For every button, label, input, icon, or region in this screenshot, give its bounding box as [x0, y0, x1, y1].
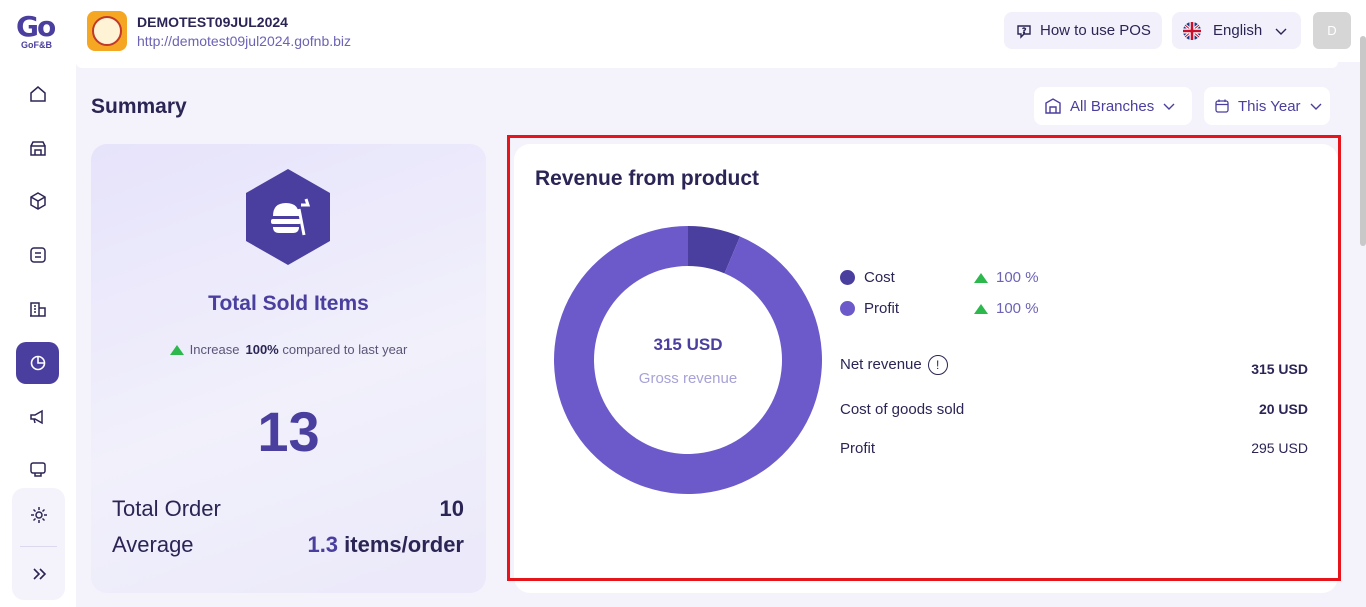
chevron-down-icon: [1275, 28, 1287, 35]
legend-dot-profit: [840, 301, 855, 316]
page-scrollbar[interactable]: [1360, 36, 1366, 246]
total-order-row: Total Order 10: [112, 496, 464, 522]
store-url[interactable]: http://demotest09jul2024.gofnb.biz: [137, 33, 352, 49]
chevron-down-icon: [1310, 103, 1322, 110]
main-content: Summary All Branches This Year Total Sol…: [76, 62, 1360, 607]
average-value: 1.3: [307, 532, 339, 557]
increase-suffix: compared to last year: [282, 342, 408, 357]
increase-value: 100%: [245, 342, 279, 357]
sidebar-item-settings[interactable]: [17, 494, 60, 536]
up-arrow-icon: [974, 303, 988, 314]
up-arrow-icon: [974, 272, 988, 283]
net-revenue-row: Net revenue! 315 USD: [840, 355, 1308, 377]
legend-cost-pct: 100 %: [996, 269, 1039, 286]
sidebar-item-reports[interactable]: [16, 342, 59, 384]
sidebar-item-home[interactable]: [16, 73, 59, 115]
net-revenue-label: Net revenue: [840, 355, 922, 373]
logo-text: Go: [16, 10, 56, 43]
total-order-value: 10: [439, 496, 464, 521]
profit-label: Profit: [840, 440, 876, 457]
increase-prefix: Increase: [189, 342, 240, 357]
help-icon: [1017, 24, 1031, 39]
report-icon: [30, 355, 45, 371]
branch-icon: [1045, 98, 1061, 114]
branch-filter[interactable]: All Branches: [1034, 87, 1192, 125]
store-icon: [29, 141, 46, 156]
list-icon: [29, 247, 46, 263]
branch-filter-label: All Branches: [1070, 97, 1155, 115]
expand-icon: [32, 568, 46, 580]
total-sold-items-card: Total Sold Items Increase 100% compared …: [91, 144, 486, 593]
average-label: Average: [112, 532, 194, 557]
highlight-box: [507, 135, 1341, 581]
calendar-icon: [1215, 99, 1229, 113]
profit-row: Profit 295 USD: [840, 440, 1308, 457]
legend-cost: Cost 100 %: [840, 269, 1039, 286]
how-to-use-pos-button[interactable]: How to use POS: [1004, 12, 1162, 49]
logo-subtext: GoF&B: [21, 40, 52, 50]
period-filter-label: This Year: [1238, 97, 1301, 115]
cogs-row: Cost of goods sold 20 USD: [840, 401, 1308, 418]
revenue-from-product-card: Revenue from product 315 USD Gross reven…: [514, 144, 1338, 593]
average-row: Average 1.3 items/order: [112, 532, 464, 558]
user-avatar[interactable]: D: [1313, 12, 1351, 49]
sidebar-item-orders[interactable]: [16, 234, 59, 276]
donut-slice-profit[interactable]: [554, 226, 822, 494]
cogs-label: Cost of goods sold: [840, 401, 965, 418]
sidebar: Go GoF&B: [0, 0, 76, 607]
pos-icon: [29, 462, 46, 477]
gross-revenue-value: 315 USD: [653, 335, 723, 354]
sidebar-item-pos[interactable]: [16, 448, 59, 490]
legend-dot-cost: [840, 270, 855, 285]
uk-flag-icon: [1183, 21, 1201, 40]
sidebar-item-branches[interactable]: [16, 288, 59, 330]
chevron-down-icon: [1163, 103, 1175, 110]
revenue-donut-chart: [554, 226, 822, 494]
store-name: DEMOTEST09JUL2024: [137, 14, 288, 30]
megaphone-icon: [29, 409, 43, 425]
donut-slice-cost[interactable]: [688, 226, 741, 274]
total-sold-items-title: Total Sold Items: [208, 292, 369, 315]
up-arrow-icon: [169, 344, 184, 355]
increase-note: Increase 100% compared to last year: [91, 342, 486, 357]
building-icon: [29, 302, 46, 317]
profit-value: 295 USD: [1251, 440, 1308, 456]
legend-profit-pct: 100 %: [996, 300, 1039, 317]
sidebar-expand-button[interactable]: [17, 553, 60, 595]
average-unit: items/order: [344, 532, 464, 557]
gross-revenue-label: Gross revenue: [638, 370, 738, 387]
info-icon[interactable]: !: [927, 355, 948, 375]
cogs-value: 20 USD: [1258, 401, 1308, 417]
legend-profit-label: Profit: [864, 300, 900, 317]
total-order-label: Total Order: [112, 496, 221, 521]
gofnb-logo[interactable]: Go GoF&B: [14, 10, 62, 54]
sidebar-item-store[interactable]: [16, 127, 59, 169]
legend-profit: Profit 100 %: [840, 300, 1039, 317]
box-icon: [29, 192, 46, 210]
home-icon: [29, 86, 46, 102]
net-revenue-value: 315 USD: [1251, 361, 1308, 377]
legend-cost-label: Cost: [864, 269, 895, 286]
sidebar-divider: [20, 546, 57, 547]
sidebar-item-products[interactable]: [16, 180, 59, 222]
summary-title: Summary: [91, 95, 187, 118]
language-selector[interactable]: English: [1172, 12, 1301, 49]
how-to-use-pos-label: How to use POS: [1040, 22, 1151, 39]
settings-icon: [30, 507, 47, 523]
top-strip: [76, 62, 1338, 68]
period-filter[interactable]: This Year: [1204, 87, 1330, 125]
store-logo[interactable]: [87, 11, 127, 51]
sidebar-item-marketing[interactable]: [16, 396, 59, 438]
total-sold-items-value: 13: [257, 400, 320, 463]
revenue-title: Revenue from product: [535, 167, 760, 190]
top-header: DEMOTEST09JUL2024 http://demotest09jul20…: [76, 0, 1366, 62]
sidebar-bottom-group: [12, 488, 65, 600]
language-label: English: [1213, 22, 1263, 39]
food-hexagon-icon: [246, 169, 330, 265]
